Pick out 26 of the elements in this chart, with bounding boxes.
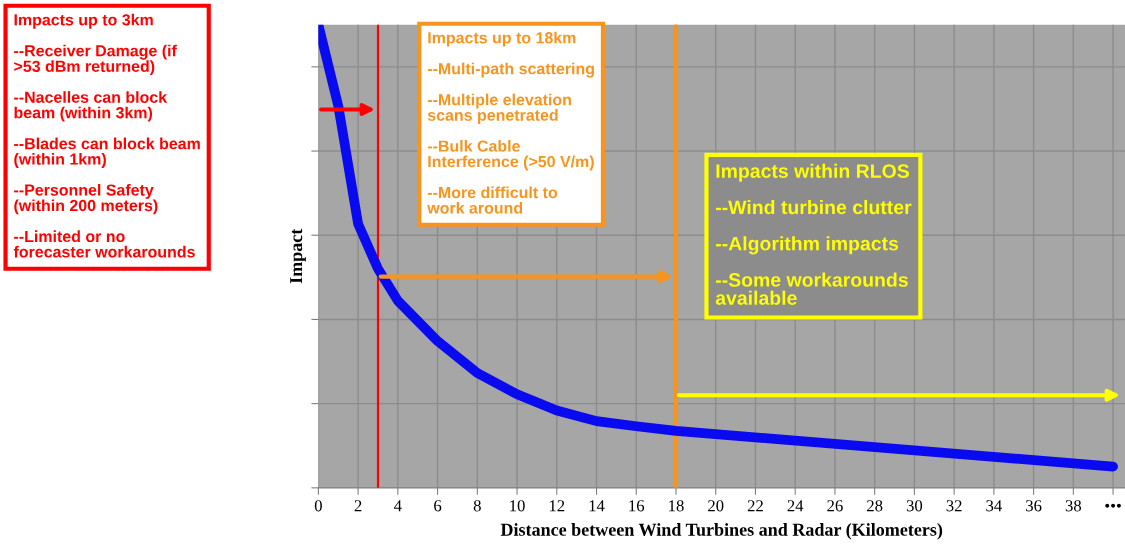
- x-tick-label: 22: [747, 500, 763, 512]
- x-tick-label: 0: [314, 500, 322, 512]
- x-tick-label: 12: [549, 500, 565, 512]
- x-tick-label: 18: [669, 500, 684, 512]
- x-tick-label: 28: [867, 500, 883, 512]
- text: Impacts up to 3km --Receiver Damage (if >53 dBm returned) --Nacelles can block beam (within 3km) --Blades can block beam (within 1km) --Personnel Safety (within 200 meters) --Limited or no forecaster workarounds: [13, 13, 200, 258]
- x-tick-label: 36: [1026, 500, 1042, 512]
- annotation: Impacts within RLOS --Wind turbine clutter --Algorithm impacts --Some workarounds available: [715, 163, 912, 305]
- x-tick-label: 38: [1065, 500, 1082, 512]
- y-axis-title: Impact: [290, 228, 306, 284]
- annotation: Impacts up to 18km --Multi-path scattering --Multiple elevation scans penetrated --Bulk Cable Interference (>50 V/m) --More difficult to work around: [427, 31, 594, 214]
- x-tick-label: 26: [827, 500, 843, 512]
- x-tick-label: 16: [629, 500, 645, 512]
- x-tick-label: 10: [510, 500, 525, 512]
- x-axis-title: Distance between Wind Turbines and Radar (Kilometers): [500, 523, 943, 540]
- x-tick-label: 4: [394, 500, 402, 512]
- x-tick-label: 8: [473, 500, 481, 512]
- x-tick-label: 20: [708, 500, 724, 512]
- x-tick-label: •••: [1105, 503, 1121, 508]
- x-tick-label: 34: [986, 500, 1002, 512]
- x-tick-label: 32: [946, 500, 962, 512]
- x-tick-label: 30: [906, 500, 923, 512]
- x-tick-label: 2: [354, 500, 362, 512]
- x-tick-label: 14: [589, 500, 605, 512]
- x-tick-label: 24: [787, 500, 804, 512]
- x-tick-label: 6: [434, 500, 442, 512]
